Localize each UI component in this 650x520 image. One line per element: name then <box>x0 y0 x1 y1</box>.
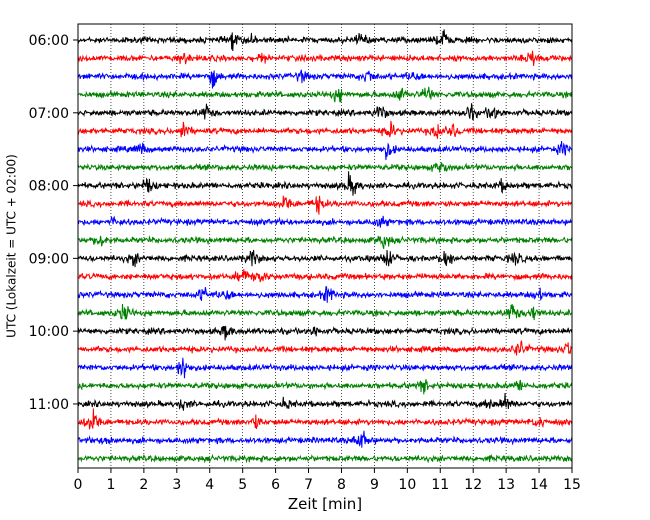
seismogram-trace-1015 <box>77 340 573 356</box>
y-tick-label: 09:00 <box>29 251 69 267</box>
seismogram-trace-1045 <box>77 379 573 395</box>
y-tick-label: 11:00 <box>29 397 69 413</box>
x-tick-label: 5 <box>238 477 247 493</box>
seismogram-trace-0615 <box>77 50 573 66</box>
vertical-grid <box>110 24 540 468</box>
x-tick-label: 15 <box>563 477 581 493</box>
seismogram-trace-0830 <box>77 215 573 228</box>
y-axis-label: UTC (Lokalzeit = UTC + 02:00) <box>5 154 19 338</box>
seismogram-trace-0730 <box>77 141 573 161</box>
seismogram-trace-0915 <box>77 269 573 283</box>
x-tick-label: 14 <box>530 477 548 493</box>
seismogram-trace-0600 <box>77 29 573 51</box>
y-tick-label: 07:00 <box>29 106 69 122</box>
seismogram-trace-1145 <box>77 453 573 464</box>
x-tick-label: 4 <box>205 477 214 493</box>
x-tick-label: 11 <box>431 477 449 493</box>
y-tick-label: 08:00 <box>29 179 69 195</box>
seismogram-trace-0900 <box>77 249 573 268</box>
x-tick-label: 6 <box>271 477 280 493</box>
seismogram-trace-1030 <box>77 357 573 379</box>
seismogram-trace-1000 <box>77 325 573 341</box>
seismogram-trace-0715 <box>77 120 573 139</box>
seismogram-traces <box>77 29 573 464</box>
x-tick-label: 13 <box>497 477 515 493</box>
x-tick-label: 9 <box>370 477 379 493</box>
seismogram-trace-0700 <box>77 103 573 121</box>
x-tick-label: 0 <box>74 477 83 493</box>
x-tick-label: 12 <box>464 477 482 493</box>
plot-frame <box>77 23 573 469</box>
x-tick-label: 8 <box>337 477 346 493</box>
x-axis: 0 1 2 3 4 5 6 7 8 9 10 11 12 13 14 15 <box>74 468 581 493</box>
seismogram-trace-0630 <box>77 69 573 89</box>
seismogram-trace-0800 <box>77 171 573 196</box>
seismogram-trace-1115 <box>77 408 573 430</box>
x-tick-label: 7 <box>304 477 313 493</box>
x-tick-label: 10 <box>398 477 416 493</box>
seismogram-trace-0645 <box>77 86 573 103</box>
seismogram-trace-0945 <box>77 303 573 321</box>
y-tick-label: 10:00 <box>29 324 69 340</box>
y-axis: 06:00 07:00 08:00 09:00 10:00 11:00 <box>29 33 78 413</box>
x-tick-label: 2 <box>139 477 148 493</box>
x-axis-label: Zeit [min] <box>288 495 362 513</box>
x-tick-label: 1 <box>106 477 115 493</box>
seismogram-trace-1100 <box>77 392 573 411</box>
x-tick-label: 3 <box>172 477 181 493</box>
y-tick-label: 06:00 <box>29 33 69 49</box>
seismogram-trace-1130 <box>77 430 573 448</box>
seismogram-trace-0745 <box>77 162 573 173</box>
seismogram-trace-0930 <box>77 286 573 303</box>
seismogram-trace-0815 <box>77 195 573 215</box>
seismogram-trace-0845 <box>77 235 573 249</box>
